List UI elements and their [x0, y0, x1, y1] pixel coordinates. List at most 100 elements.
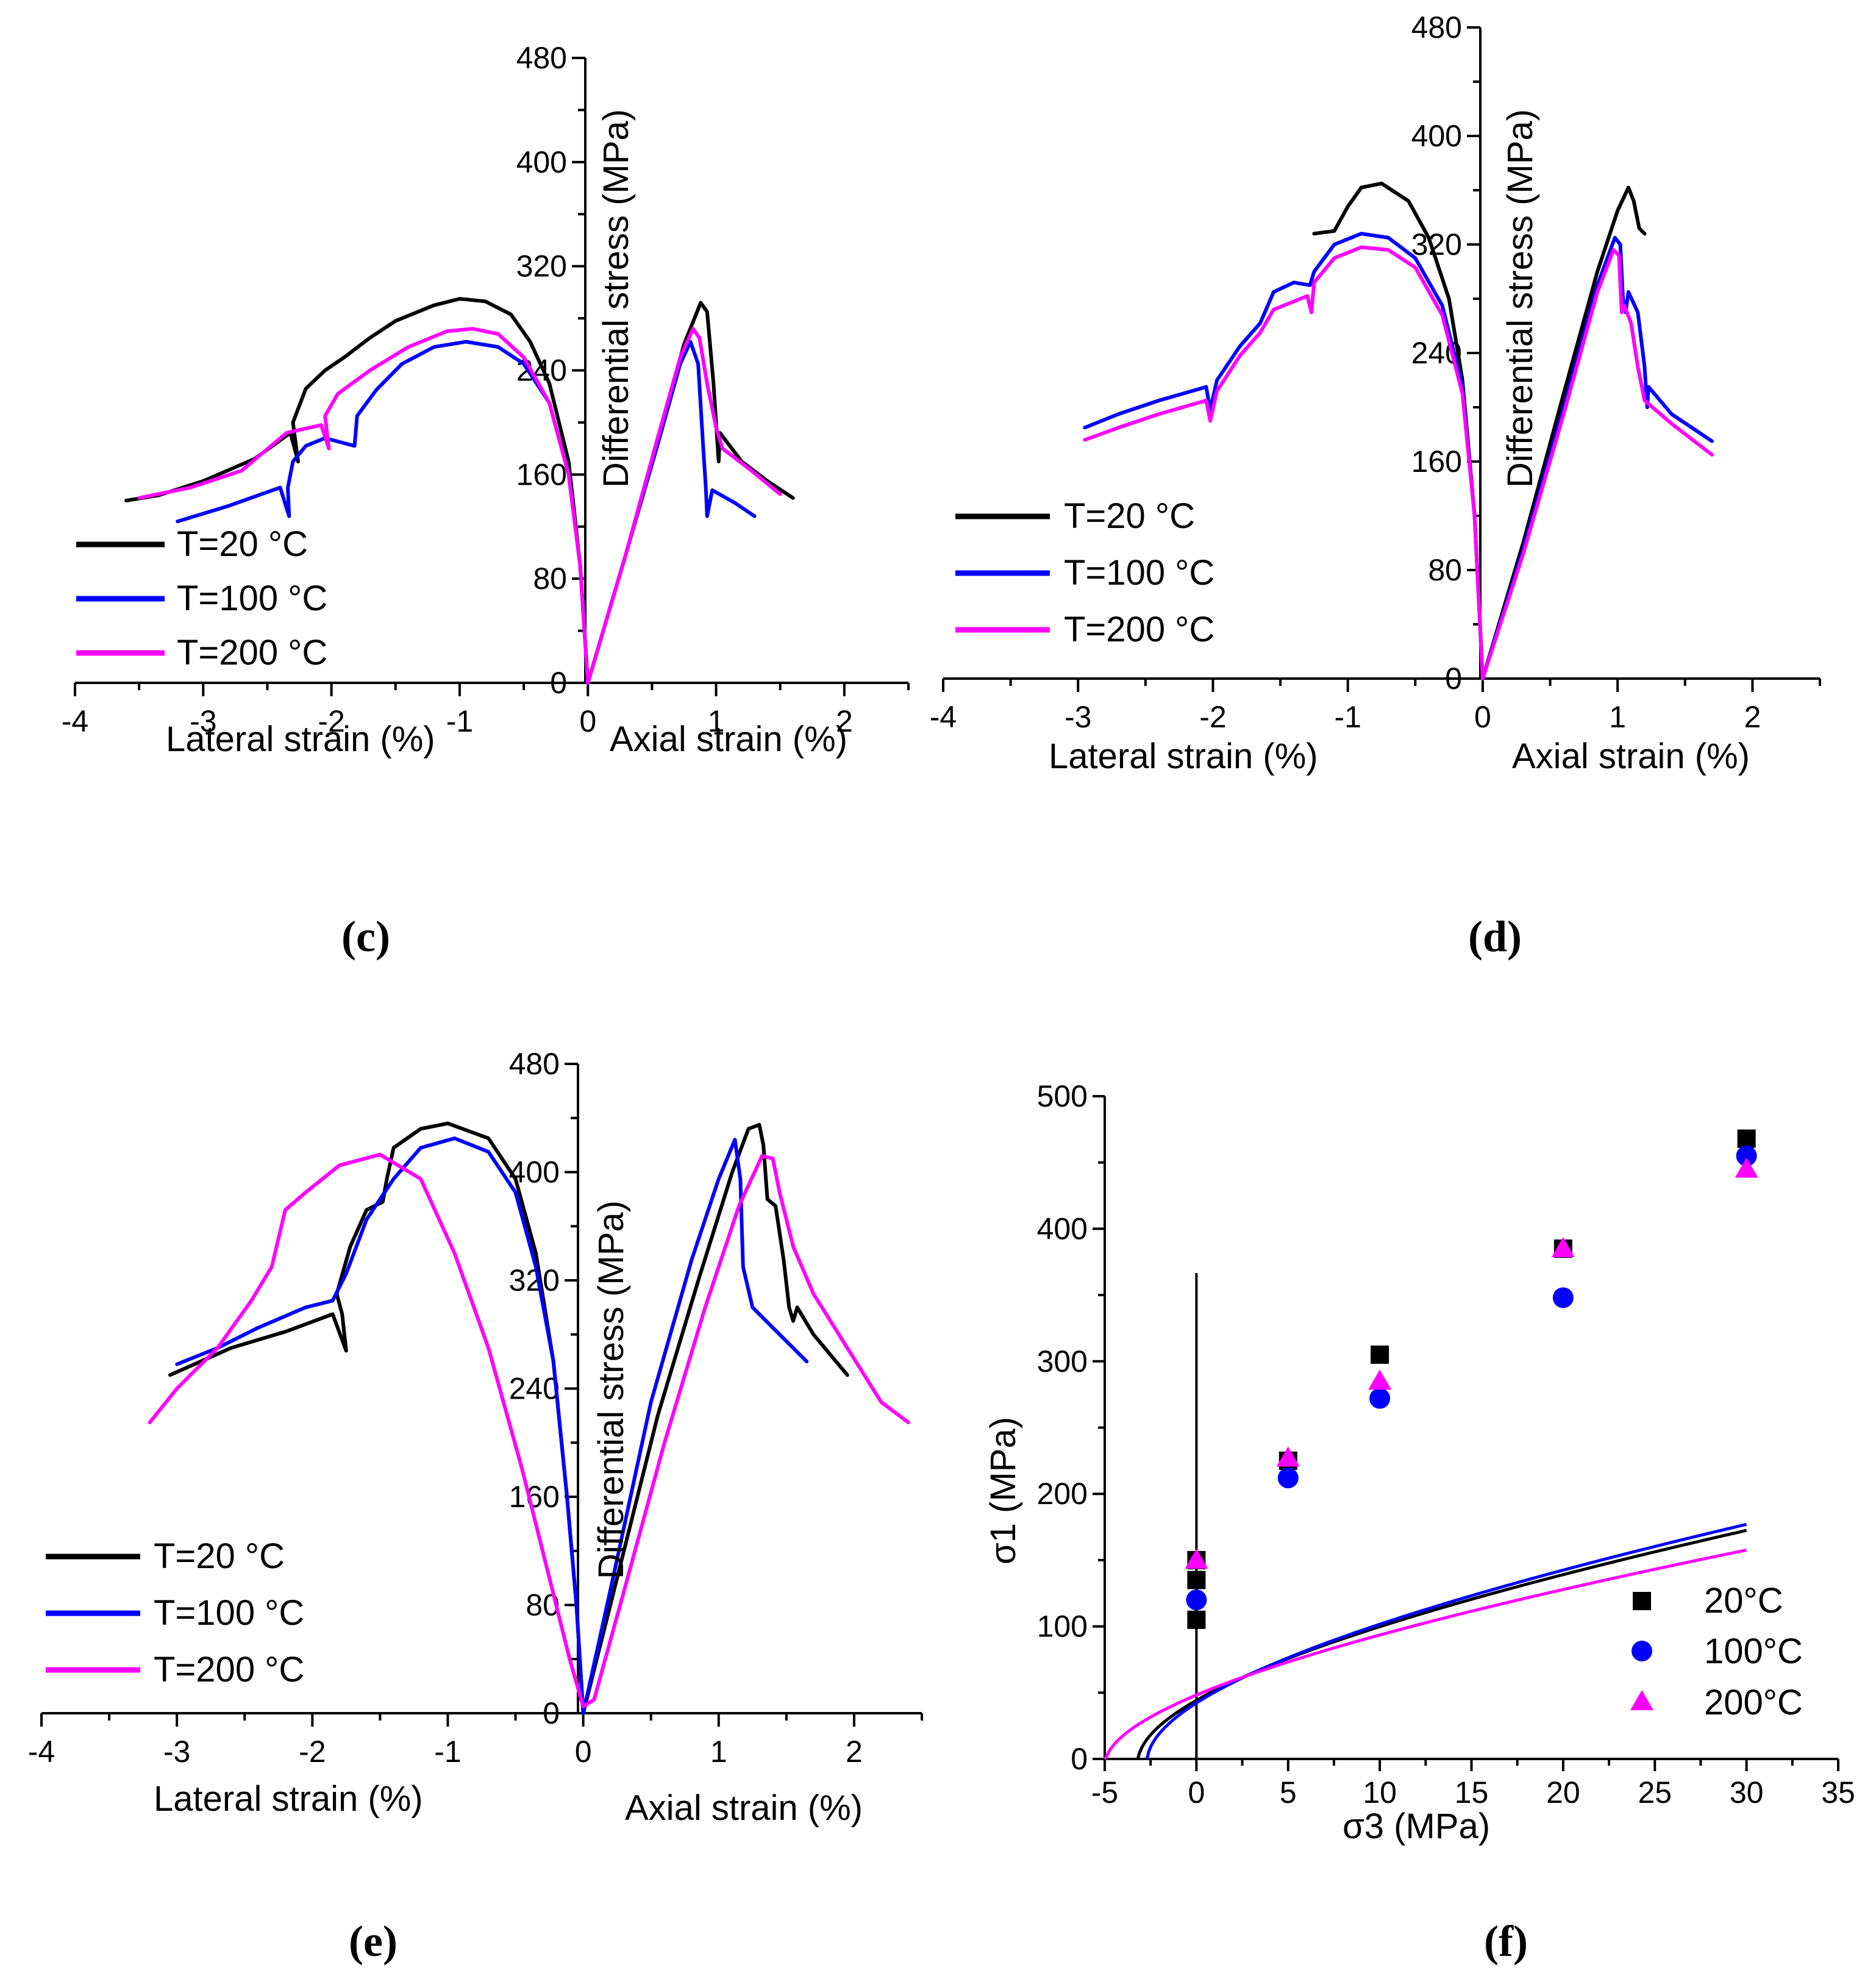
panel-d-legend-20: T=20 °C	[1064, 496, 1195, 536]
panel-f-fit-2	[1103, 1548, 1747, 1760]
panel-c-x-tick-label: 0	[579, 704, 596, 738]
panel-d-x-tick-label: -1	[1334, 700, 1361, 734]
panel-c-series	[124, 297, 795, 685]
panel-f-legend-100: 100°C	[1704, 1632, 1803, 1671]
panel-d-axial-xlabel: Axial strain (%)	[1512, 737, 1750, 776]
panel-f-x-tick-label: 10	[1363, 1775, 1397, 1810]
panel-f-x-tick-label: 25	[1638, 1775, 1672, 1810]
panel-d-x-tick-label: 0	[1474, 700, 1491, 734]
panel-f-point-200c	[1735, 1157, 1758, 1178]
panel-d-series-2-axial-curve	[1480, 248, 1714, 680]
panel-f-y-tick-label: 100	[1037, 1610, 1088, 1644]
panel-c-series-2-lateral-curve	[137, 327, 590, 685]
panel-c-legend: T=20 °C T=100 °C T=200 °C	[76, 524, 327, 672]
panel-f-y-tick-label: 500	[1037, 1079, 1088, 1113]
panel-f-point-100c	[1186, 1589, 1207, 1611]
panel-f-point-100c	[1277, 1468, 1299, 1489]
panel-f-x-tick-label: -5	[1091, 1775, 1118, 1810]
panel-d-label: (d)	[1468, 912, 1522, 961]
panel-d-x-tick-label: -4	[930, 700, 957, 734]
panel-d-series-2-lateral-curve	[1083, 245, 1485, 680]
panel-c-y-tick-label: 160	[516, 457, 567, 491]
panel-c-y-tick-label: 80	[533, 562, 567, 596]
panel-c-x-tick-label: -3	[190, 704, 216, 738]
panel-e-series	[148, 1121, 910, 1715]
panel-f-x-tick-label: 5	[1280, 1775, 1297, 1810]
panel-f-point-20c	[1187, 1610, 1206, 1629]
panel-f-points	[1185, 1129, 1758, 1629]
panel-f-label: (f)	[1484, 1917, 1528, 1966]
panel-e-legend-100: T=100 °C	[154, 1593, 304, 1633]
panel-d-y-tick-label: 480	[1411, 10, 1462, 45]
panel-f-y-tick-label: 400	[1037, 1211, 1088, 1246]
panel-f-point-100c	[1736, 1145, 1757, 1166]
panel-e-y-tick-label: 240	[509, 1372, 560, 1406]
panel-f-x-tick-label: 30	[1730, 1775, 1764, 1810]
panel-e-x-tick-label: -4	[28, 1735, 55, 1769]
panel-e-x-tick-label: 1	[710, 1735, 727, 1769]
panel-d-series-0-axial-curve	[1480, 185, 1647, 680]
panel-c-axial-xlabel: Axial strain (%)	[610, 719, 847, 759]
panel-f-point-200c	[1276, 1446, 1300, 1467]
panel-e-y-tick-label: 480	[509, 1047, 560, 1081]
panel-d-x-tick-label: 1	[1609, 700, 1626, 734]
panel-c-y-tick-label: 400	[516, 145, 567, 179]
panel-c-x-tick-label: 1	[708, 704, 725, 738]
panel-f-y-tick-label: 0	[1071, 1742, 1088, 1776]
panel-f-point-20c	[1737, 1129, 1756, 1148]
panel-c-label: (c)	[341, 912, 390, 961]
panel-f-point-200c	[1185, 1548, 1208, 1569]
panel-e-series-2-axial-curve	[581, 1154, 910, 1708]
panel-f-legend-200: 200°C	[1704, 1683, 1803, 1722]
panel-f-y-tick-label: 200	[1037, 1477, 1088, 1511]
panel-f-point-200c	[1551, 1237, 1575, 1258]
panel-f-fit-1	[1145, 1522, 1747, 1760]
panel-c-y-tick-label: 480	[516, 41, 567, 75]
panel-e-x-tick-label: -1	[434, 1735, 461, 1769]
panel-f-fit-0	[1136, 1528, 1747, 1760]
panel-e-y-tick-label: 160	[509, 1480, 560, 1514]
panel-d-ylabel: Differential stress (MPa)	[1500, 109, 1540, 488]
panel-f-point-100c	[1369, 1388, 1391, 1409]
panel-e-series-0-axial-curve	[581, 1122, 849, 1715]
panel-e-legend-200: T=200 °C	[154, 1650, 304, 1689]
panel-f-legend-marker-20	[1633, 1592, 1651, 1610]
panel-e-lateral-xlabel: Lateral strain (%)	[154, 1779, 423, 1819]
panel-d-x-tick-label: 2	[1744, 700, 1761, 734]
panel-d-legend: T=20 °C T=100 °C T=200 °C	[955, 496, 1214, 649]
panel-e-x-tick-label: -3	[163, 1735, 190, 1769]
panel-e-label: (e)	[349, 1917, 398, 1966]
panel-c-series-1-lateral-curve	[176, 340, 590, 685]
panel-f-xlabel: σ3 (MPa)	[1343, 1807, 1490, 1846]
panel-f-x-tick-label: 35	[1821, 1775, 1855, 1810]
panel-f-fit-curves	[1103, 1522, 1747, 1760]
panel-f-y-tick-label: 300	[1037, 1344, 1088, 1379]
panel-f-legend: 20°C 100°C 200°C	[1630, 1581, 1803, 1722]
panel-e-legend-20: T=20 °C	[154, 1536, 285, 1576]
panel-e-series-2-lateral-curve	[148, 1152, 585, 1708]
panel-f-legend-20: 20°C	[1704, 1581, 1783, 1621]
panel-c-x-tick-label: 2	[836, 704, 853, 738]
panel-c-x-tick-label: -1	[446, 704, 473, 738]
panel-f-ylabel: σ1 (MPa)	[983, 1417, 1023, 1564]
panel-d-lateral-xlabel: Lateral strain (%)	[1049, 737, 1318, 776]
panel-f-x-tick-label: 0	[1188, 1775, 1205, 1810]
panel-e-series-1-axial-curve	[581, 1138, 809, 1715]
panel-e-axial-xlabel: Axial strain (%)	[625, 1788, 863, 1828]
panel-e-ylabel: Differential stress (MPa)	[591, 1200, 631, 1579]
panel-e-y-tick-label: 0	[543, 1696, 560, 1730]
panel-d-y-tick-label: 80	[1428, 553, 1462, 587]
panel-c-legend-20: T=20 °C	[177, 524, 308, 564]
panel-c-y-tick-label: 0	[550, 666, 567, 700]
panel-e-y-tick-label: 320	[509, 1263, 560, 1297]
panel-c-legend-100: T=100 °C	[177, 579, 327, 618]
panel-c-x-tick-label: -4	[62, 704, 88, 738]
panel-e-x-tick-label: -2	[299, 1735, 326, 1769]
